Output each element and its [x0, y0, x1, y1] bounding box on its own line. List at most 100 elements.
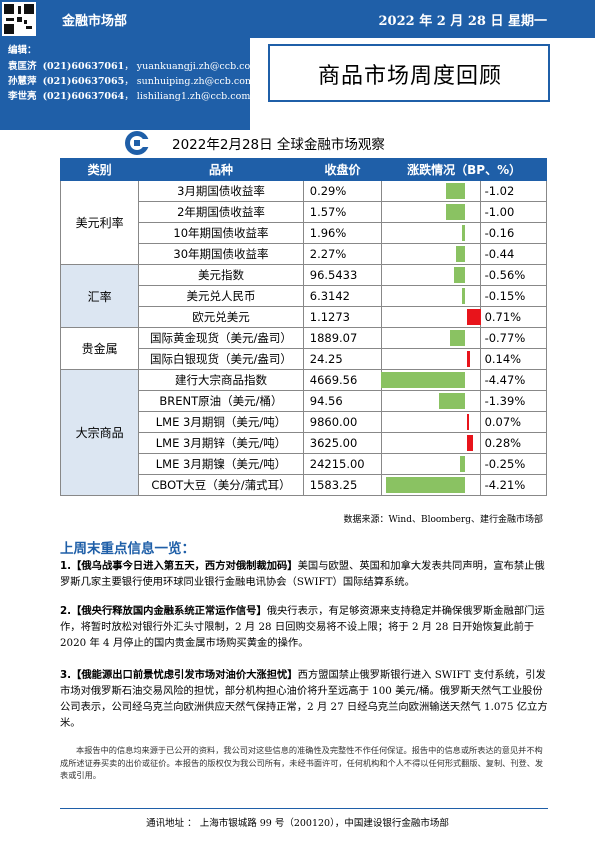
change-bar-cell: [381, 327, 481, 349]
editor-email[interactable]: sunhuiping.zh@ccb.com: [136, 76, 254, 87]
instrument-name: 美元指数: [138, 264, 304, 286]
instrument-name: BRENT原油（美元/桶）: [138, 390, 304, 412]
change-bar-cell: [381, 306, 481, 328]
change-label: -0.44: [479, 243, 548, 265]
title-box-divider: [268, 44, 270, 100]
highlight-body: 西方盟国禁止俄罗斯银行进入 SWIFT 支付系统，引发市场对俄罗斯石油交易风险的…: [60, 669, 548, 729]
close-value: 94.56: [302, 390, 383, 412]
change-bar: [461, 288, 465, 304]
change-label: 0.07%: [479, 411, 548, 433]
category-cell: 贵金属: [59, 327, 140, 370]
table-row: BRENT原油（美元/桶） 94.56 -1.39%: [61, 390, 548, 412]
table-row: 贵金属 国际黄金现货（美元/盎司） 1889.07 -0.77%: [59, 327, 548, 370]
change-bar: [438, 393, 465, 409]
close-value: 1.96%: [302, 222, 383, 244]
change-bar-cell: [381, 222, 481, 244]
close-value: 96.5433: [302, 264, 383, 286]
change-bar-cell: [381, 474, 481, 496]
change-bar: [381, 372, 465, 388]
highlight-number: 1.: [60, 560, 72, 572]
change-bar-cell: [381, 243, 481, 265]
editor-phone: (021)60637064: [42, 91, 125, 102]
change-bar-cell: [381, 390, 481, 412]
editor-row: 李世亮 (021)60637064， lishiliang1.zh@ccb.co…: [8, 91, 251, 102]
change-bar-cell: [381, 264, 481, 286]
highlight-number: 3.: [60, 669, 72, 681]
change-bar-cell: [381, 411, 481, 433]
instrument-name: 美元兑人民币: [138, 285, 304, 307]
change-bar: [445, 204, 465, 220]
close-value: 6.3142: [302, 285, 383, 307]
instrument-name: 10年期国债收益率: [138, 222, 304, 244]
close-value: 1.57%: [302, 201, 383, 223]
change-label: -0.25%: [479, 453, 548, 475]
change-label: -0.16: [479, 222, 548, 244]
change-bar: [459, 456, 465, 472]
source-note: 数据来源：Wind、Bloomberg、建行金融市场部: [343, 515, 543, 525]
highlight-number: 2.: [60, 605, 72, 617]
column-header: 类别: [59, 158, 140, 181]
change-bar-cell: [381, 432, 481, 454]
change-bar: [454, 267, 465, 283]
editors-panel: 编辑： 袁匡济 (021)60637061， yuankuangji.zh@cc…: [0, 38, 259, 130]
change-bar-cell: [381, 201, 481, 223]
highlight-body: 俄央行表示，有足够资源来支持稳定并确保俄罗斯金融部门运作，将暂时放松对银行外汇头…: [60, 605, 545, 649]
change-label: -0.15%: [479, 285, 548, 307]
close-value: 4669.56: [302, 369, 383, 391]
change-label: 0.14%: [479, 348, 548, 370]
change-bar: [467, 309, 481, 325]
editor-email[interactable]: lishiliang1.zh@ccb.com: [136, 91, 251, 102]
editor-row: 袁匡济 (021)60637061， yuankuangji.zh@ccb.co…: [8, 61, 260, 72]
footer-address: 通讯地址 ： 上海市银城路 99 号（200120），中国建设银行金融市场部: [146, 818, 449, 829]
change-label: -4.47%: [479, 369, 548, 391]
table-row: LME 3月期镍（美元/吨） 24215.00 -0.25%: [61, 453, 548, 475]
change-bar: [450, 330, 465, 346]
category-cell: 美元利率: [59, 180, 140, 265]
close-value: 1583.25: [302, 474, 383, 496]
qr-code-icon: [2, 2, 36, 36]
report-title: 商品市场周度回顾: [318, 64, 503, 89]
editor-row: 孙慧萍 (021)60637065， sunhuiping.zh@ccb.com: [8, 76, 254, 87]
change-label: -1.00: [479, 201, 548, 223]
highlight-item: 1.【俄乌战事今日进入第五天，西方对俄制裁加码】美国与欧盟、英国和加拿大发表共同…: [60, 558, 548, 590]
editor-phone: (021)60637065: [42, 76, 125, 87]
highlight-body: 美国与欧盟、英国和加拿大发表共同声明，宣布禁止俄罗斯几家主要银行使用环球同业银行…: [60, 560, 545, 588]
editors-label: 编辑：: [8, 45, 37, 56]
change-bar-cell: [381, 285, 481, 307]
disclaimer: 本报告中的信息均来源于已公开的资料，我公司对这些信息的准确性及完整性不作任何保证…: [60, 745, 544, 780]
change-label: -0.56%: [479, 264, 548, 286]
change-label: -1.39%: [479, 390, 548, 412]
footer-divider: [60, 808, 548, 809]
change-bar: [385, 477, 465, 493]
editor-email[interactable]: yuankuangji.zh@ccb.com: [136, 61, 260, 72]
change-bar-cell: [381, 369, 481, 391]
close-value: 2.27%: [302, 243, 383, 265]
close-value: 24215.00: [302, 453, 383, 475]
instrument-name: CBOT大豆（美分/蒲式耳）: [138, 474, 304, 496]
table-header-row: 类别 品种 收盘价 涨跌情况（BP、%）: [59, 158, 547, 181]
instrument-name: LME 3月期铜（美元/吨）: [138, 411, 304, 433]
change-label: -4.21%: [479, 474, 548, 496]
highlight-headline: 【俄央行释放国内金融系统正常运作信号】: [71, 605, 267, 617]
close-value: 0.29%: [302, 180, 383, 202]
header-bar: 金融市场部 2022 年 2 月 28 日 星期一: [0, 0, 595, 38]
change-bar: [467, 351, 470, 367]
table-title: 2022年2月28日 全球金融市场观察: [172, 137, 385, 153]
report-title-box: 商品市场周度回顾: [268, 44, 550, 102]
close-value: 24.25: [302, 348, 383, 370]
table-row: 大宗商品 建行大宗商品指数 4669.56 -4.47%: [59, 369, 548, 496]
column-header: 品种: [138, 158, 304, 181]
editor-name: 李世亮: [8, 91, 37, 102]
close-value: 1889.07: [302, 327, 383, 349]
table-row: LME 3月期锌（美元/吨） 3625.00 0.28%: [61, 432, 548, 454]
change-bar: [456, 246, 465, 262]
ccb-logo-icon: [125, 131, 150, 155]
highlight-headline: 【俄乌战事今日进入第五天，西方对俄制裁加码】: [71, 560, 298, 572]
close-value: 3625.00: [302, 432, 383, 454]
change-label: -1.02: [479, 180, 548, 202]
change-bar-cell: [381, 180, 481, 202]
instrument-name: 国际白银现货（美元/盎司）: [138, 348, 304, 370]
instrument-name: 欧元兑美元: [138, 306, 304, 328]
change-label: 0.28%: [479, 432, 548, 454]
table-row: 美元利率 3月期国债收益率 0.29% -1.02: [59, 180, 548, 265]
